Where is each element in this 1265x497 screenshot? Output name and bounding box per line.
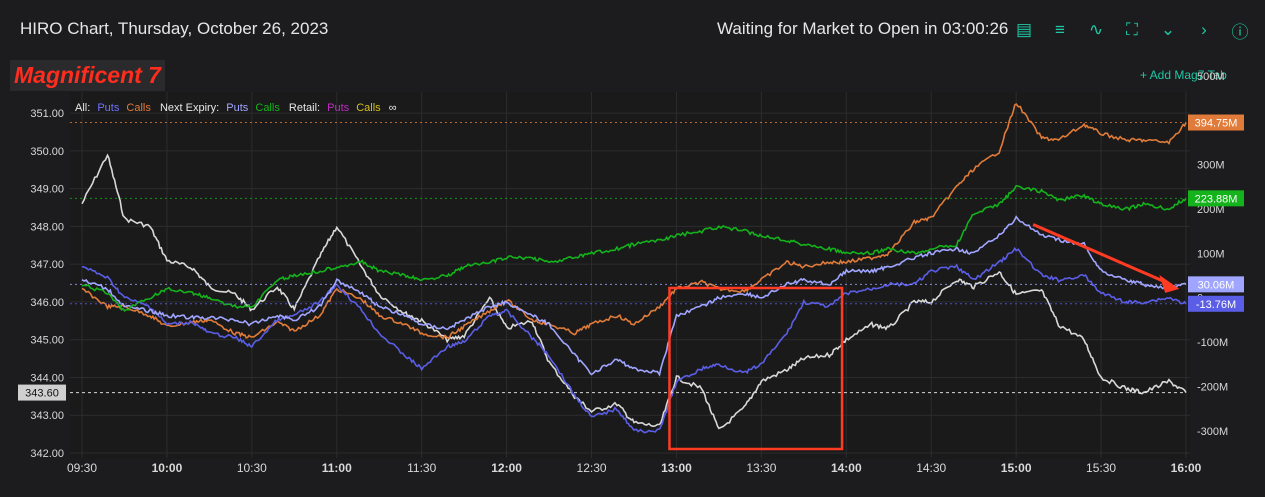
series-all_puts xyxy=(81,246,1187,434)
annotation-arrow-shaft xyxy=(1032,223,1168,285)
end-label: 394.75M xyxy=(1195,118,1238,130)
add-tab-button[interactable]: + Add Mag7 Tab xyxy=(1140,68,1227,82)
series-price xyxy=(81,153,1187,430)
x-tick-label: 16:00 xyxy=(1171,461,1202,475)
svg-text:All: Puts Calls: All: Puts Calls Next Expiry: Puts Calls … xyxy=(75,102,397,114)
legend-retail-calls: Calls xyxy=(356,102,381,114)
y-left-tick-label: 351.00 xyxy=(30,108,64,120)
end-label-box xyxy=(1188,276,1244,293)
sliders-icon[interactable]: ≡ xyxy=(1055,20,1065,39)
series-next_puts xyxy=(81,215,1187,377)
market-status: Waiting for Market to Open in 03:00:26 xyxy=(717,19,1009,38)
panel-name: Magnificent 7 xyxy=(10,60,165,91)
x-tick-label: 09:30 xyxy=(67,461,97,475)
x-tick-label: 13:00 xyxy=(661,461,692,475)
y-right-tick-label: -200M xyxy=(1197,381,1228,393)
end-label: -13.76M xyxy=(1196,299,1236,311)
legend-retail-puts: Puts xyxy=(327,102,350,114)
x-tick-label: 14:00 xyxy=(831,461,862,475)
y-left-tick-label: 346.00 xyxy=(30,297,64,309)
chart-title: HIRO Chart, Thursday, October 26, 2023 xyxy=(20,19,329,38)
legend-next-calls: Calls xyxy=(255,102,280,114)
x-tick-label: 13:30 xyxy=(746,461,776,475)
price-label-box xyxy=(18,384,66,401)
chart-header: HIRO Chart, Thursday, October 26, 2023 W… xyxy=(0,0,1265,58)
line-chart-icon[interactable]: ∿ xyxy=(1088,20,1104,39)
y-left-tick-label: 343.00 xyxy=(30,410,64,422)
y-right-tick-label: -100M xyxy=(1197,337,1228,349)
chevron-right-icon[interactable]: › xyxy=(1201,20,1207,39)
x-tick-label: 10:30 xyxy=(237,461,267,475)
y-left-tick-label: 344.00 xyxy=(30,372,64,384)
series-all_calls_green xyxy=(81,184,1187,312)
x-tick-label: 10:00 xyxy=(152,461,183,475)
y-left-tick-label: 342.00 xyxy=(30,448,64,460)
y-right-tick-label: 300M xyxy=(1197,160,1225,172)
x-tick-label: 15:00 xyxy=(1001,461,1032,475)
info-icon[interactable]: ⓘ xyxy=(1231,22,1249,42)
annotation-arrow-head xyxy=(1159,274,1180,293)
legend-all-calls: Calls xyxy=(126,102,151,114)
y-left-tick-label: 347.00 xyxy=(30,259,64,271)
legend-next-label: Next Expiry: xyxy=(160,102,219,114)
plot-area xyxy=(70,92,1190,459)
x-tick-label: 15:30 xyxy=(1086,461,1116,475)
legend-all-label: All: xyxy=(75,102,90,114)
toolbar: ▤ ≡ ∿ ⛶ ⌄ › ⓘ xyxy=(1006,18,1258,42)
end-label-box xyxy=(1188,190,1244,207)
price-label: 343.60 xyxy=(25,388,59,400)
end-label-box xyxy=(1188,295,1244,312)
y-left-tick-label: 349.00 xyxy=(30,184,64,196)
fullscreen-icon[interactable]: ⛶ xyxy=(1126,20,1138,39)
x-tick-label: 12:00 xyxy=(491,461,522,475)
y-right-tick-label: 200M xyxy=(1197,204,1225,216)
y-right-tick-label: 500M xyxy=(1197,71,1225,83)
legend-next-puts: Puts xyxy=(226,102,249,114)
y-left-tick-label: 348.00 xyxy=(30,221,64,233)
y-left-tick-label: 350.00 xyxy=(30,146,64,158)
legend-infinity: ∞ xyxy=(389,102,397,114)
x-tick-label: 14:30 xyxy=(916,461,946,475)
series-all_calls xyxy=(81,103,1187,340)
end-label-box xyxy=(1188,114,1244,131)
y-right-tick-label: 100M xyxy=(1197,248,1225,260)
y-left-tick-label: 345.00 xyxy=(30,335,64,347)
x-tick-label: 11:00 xyxy=(322,461,352,475)
x-tick-label: 12:30 xyxy=(577,461,607,475)
end-label: 30.06M xyxy=(1198,279,1235,291)
legend-all-puts: Puts xyxy=(97,102,120,114)
end-label: 223.88M xyxy=(1195,193,1238,205)
y-right-tick-label: -300M xyxy=(1197,426,1228,438)
chevron-down-icon[interactable]: ⌄ xyxy=(1160,20,1176,39)
legend: All: Puts Calls Next Expiry: Puts Calls … xyxy=(75,102,397,114)
annotation-box xyxy=(668,286,844,451)
notes-icon[interactable]: ▤ xyxy=(1015,20,1033,39)
legend-retail-label: Retail: xyxy=(289,102,320,114)
x-tick-label: 11:30 xyxy=(407,461,436,475)
